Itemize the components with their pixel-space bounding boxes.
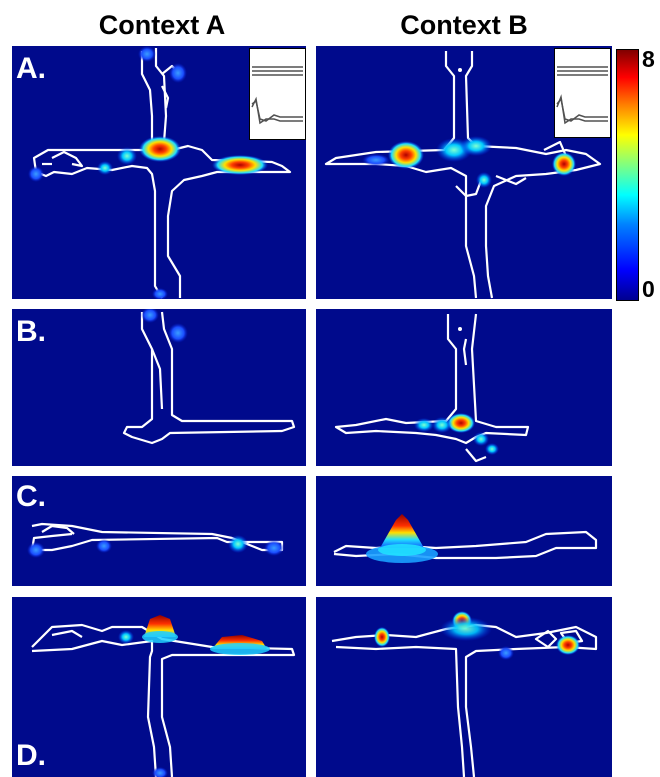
panel-label-c: C. (16, 480, 46, 513)
panel-a-context-a: A. (12, 46, 306, 299)
waveform-inset (554, 48, 611, 138)
colorbar-min-label: 0 (642, 276, 655, 302)
panel-label-d: D. (16, 739, 46, 772)
panel-label-b: B. (16, 315, 46, 348)
panel-b-context-a: B. (12, 309, 306, 466)
colorbar (616, 49, 639, 301)
panel-c-context-a: C. (12, 476, 306, 586)
panel-d-context-b (316, 597, 612, 777)
header-context-a: Context A (98, 10, 226, 40)
waveform-inset (249, 48, 306, 140)
panel-label-a: A. (16, 52, 46, 85)
panel-c-context-b (316, 476, 612, 586)
panel-a-context-b (316, 46, 612, 299)
panel-d-context-a: D. (12, 597, 306, 777)
panel-b-context-b (316, 309, 612, 466)
colorbar-max-label: 8 (642, 46, 655, 72)
header-context-b: Context B (400, 10, 528, 40)
